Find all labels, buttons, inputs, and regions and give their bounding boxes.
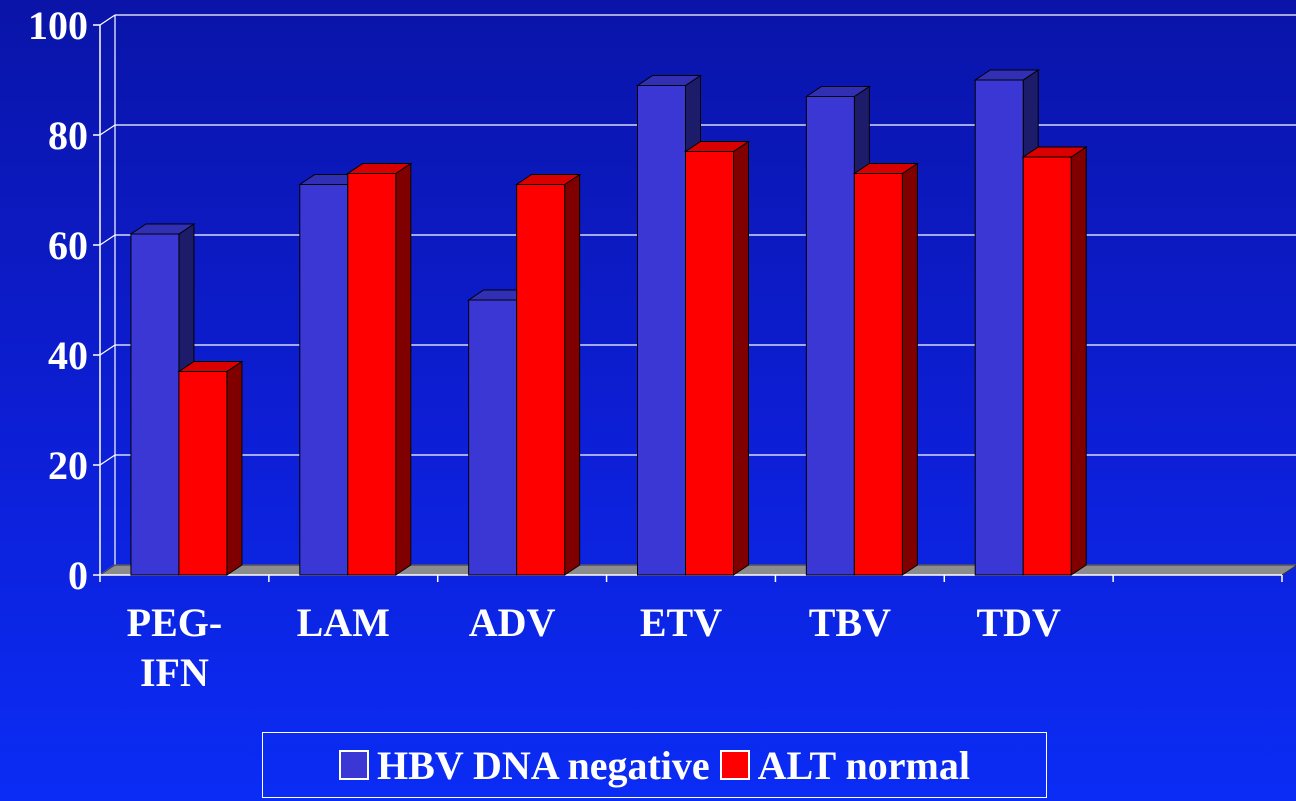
legend-label-series-2: ALT normal — [757, 742, 970, 788]
bar — [1022, 156, 1072, 576]
legend-swatch-series-2 — [719, 750, 750, 780]
y-tick-label: 40 — [48, 333, 88, 378]
x-tick-label: LAM — [297, 600, 390, 645]
x-tick-label: ETV — [640, 600, 722, 645]
y-tick-label: 0 — [68, 553, 88, 598]
bar — [516, 184, 566, 576]
bar-side — [733, 140, 749, 576]
bar — [130, 233, 180, 576]
bar — [637, 85, 686, 576]
gridline-side — [99, 234, 116, 246]
bar — [853, 173, 903, 576]
y-tick-label: 80 — [48, 113, 88, 158]
bar-side — [564, 173, 581, 576]
bar — [178, 371, 228, 576]
x-tick-label: PEG-IFN — [127, 600, 223, 695]
legend-item-series-1: HBV DNA negative — [339, 742, 710, 789]
x-tick-label: ADV — [469, 600, 556, 645]
chart-svg: 0 20 40 60 80 100 PEG-IFN LAM ADV ETV TBV TDV — [28, 3, 1296, 695]
legend-label-series-1: HBV DNA negative — [377, 742, 710, 788]
gridline-side — [99, 14, 116, 26]
bar-side — [395, 162, 412, 576]
bar — [685, 151, 734, 576]
bar — [468, 299, 518, 576]
legend-swatch-series-1 — [339, 750, 370, 780]
legend: HBV DNA negative ALT normal — [262, 732, 1047, 798]
y-tick-label: 100 — [28, 3, 88, 48]
bar — [805, 96, 855, 576]
gridline-side — [99, 454, 116, 466]
gridline-side — [99, 124, 116, 136]
bar-side — [1070, 146, 1087, 576]
x-tick-label: TBV — [809, 600, 891, 645]
y-tick-label: 60 — [48, 223, 88, 268]
bar — [974, 79, 1024, 576]
x-tick-label: TDV — [976, 600, 1061, 645]
y-tick-label: 20 — [48, 443, 88, 488]
gridline-side — [99, 344, 116, 356]
legend-item-series-2: ALT normal — [719, 742, 970, 789]
bar — [347, 173, 397, 576]
bar — [299, 184, 349, 576]
bar-side — [901, 162, 918, 576]
bar-side — [226, 360, 243, 576]
